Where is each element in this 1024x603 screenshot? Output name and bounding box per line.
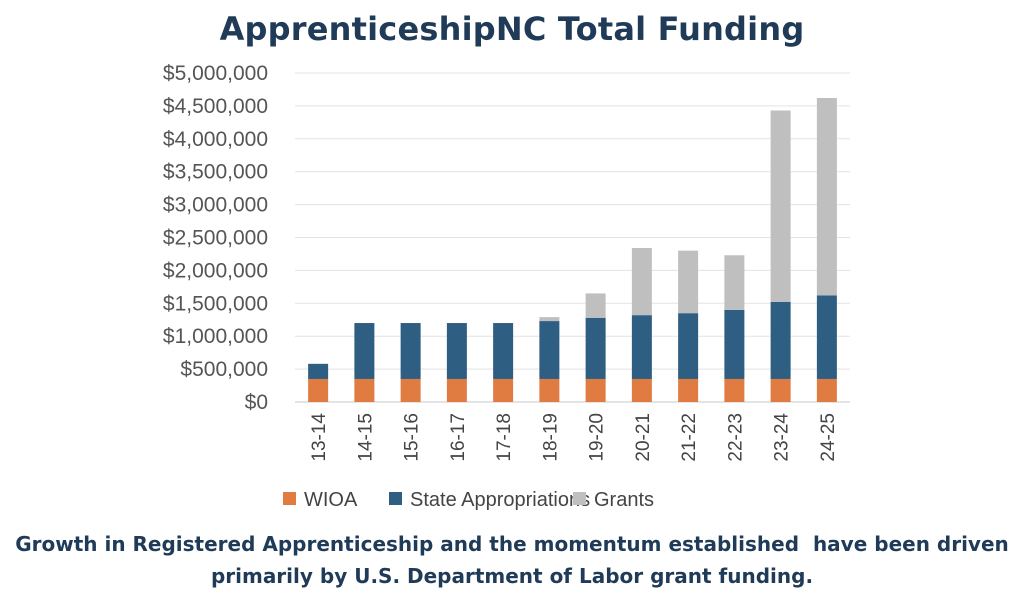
bar-wioa-15-16	[400, 378, 421, 402]
bar-state-appropriations-18-19	[539, 321, 560, 379]
bar-grants-18-19	[539, 317, 560, 322]
y-axis-ticks: $0 $500,000 $1,000,000 $1,500,000 $2,000,000…	[163, 62, 268, 414]
legend-label: State Appropriations	[410, 489, 590, 511]
bar-state-appropriations-14-15	[354, 323, 375, 379]
legend-swatch	[573, 492, 586, 505]
bar-wioa-22-23	[724, 378, 745, 402]
bar-wioa-19-20	[585, 378, 606, 402]
x-tick-label: 13-14	[309, 413, 330, 462]
bar-state-appropriations-20-21	[631, 315, 652, 379]
bar-wioa-14-15	[354, 378, 375, 402]
x-tick-label: 24-25	[818, 413, 839, 462]
y-tick-label: $0	[245, 391, 268, 414]
x-tick-label: 16-17	[448, 413, 469, 462]
bar-state-appropriations-21-22	[678, 313, 699, 379]
x-tick-label: 21-22	[679, 413, 700, 462]
y-tick-label: $1,500,000	[163, 292, 268, 315]
bar-grants-24-25	[816, 98, 837, 296]
legend-label: Grants	[594, 489, 654, 511]
bar-wioa-24-25	[816, 378, 837, 402]
x-tick-label: 18-19	[540, 413, 561, 462]
x-axis-ticks: 13-14 14-15 15-16 16-17 17-18 18-19 19-20 20-21…	[309, 413, 839, 462]
y-tick-label: $500,000	[180, 358, 268, 381]
y-tick-label: $1,000,000	[163, 325, 268, 348]
x-tick-label: 20-21	[633, 413, 654, 462]
bar-state-appropriations-17-18	[493, 323, 514, 379]
bar-grants-23-24	[770, 110, 791, 302]
bar-state-appropriations-15-16	[400, 323, 421, 379]
bar-wioa-17-18	[493, 378, 514, 402]
x-tick-label: 23-24	[772, 413, 793, 462]
bar-state-appropriations-19-20	[585, 317, 606, 379]
legend-label: WIOA	[304, 489, 358, 511]
bar-state-appropriations-22-23	[724, 309, 745, 379]
bar-wioa-18-19	[539, 378, 560, 402]
y-tick-label: $3,000,000	[163, 194, 268, 217]
caption-line-2: primarily by U.S. Department of Labor gr…	[210, 564, 814, 588]
bar-state-appropriations-23-24	[770, 301, 791, 379]
chart-title: ApprenticeshipNC Total Funding	[219, 10, 805, 48]
x-tick-label: 14-15	[355, 413, 376, 462]
y-tick-label: $2,500,000	[163, 227, 268, 250]
y-tick-label: $5,000,000	[163, 62, 268, 85]
bar-wioa-13-14	[308, 378, 329, 402]
bar-state-appropriations-13-14	[308, 363, 329, 379]
stacked-bar-chart: $0 $500,000 $1,000,000 $1,500,000 $2,000,000…	[163, 62, 850, 511]
y-tick-label: $2,000,000	[163, 259, 268, 282]
x-tick-label: 22-23	[725, 413, 746, 462]
caption: Growth in Registered Apprenticeship and …	[0, 528, 1024, 592]
x-tick-label: 19-20	[587, 413, 608, 462]
bar-state-appropriations-24-25	[816, 295, 837, 379]
legend: WIOA State Appropriations Grants	[283, 489, 654, 511]
bar-grants-20-21	[631, 248, 652, 316]
bar-wioa-21-22	[678, 378, 699, 402]
bar-wioa-23-24	[770, 378, 791, 402]
bar-state-appropriations-16-17	[446, 323, 467, 379]
x-tick-label: 15-16	[402, 413, 423, 462]
y-tick-label: $4,000,000	[163, 128, 268, 151]
bars	[308, 98, 837, 402]
bar-grants-19-20	[585, 293, 606, 318]
bar-wioa-16-17	[446, 378, 467, 402]
bar-grants-22-23	[724, 255, 745, 310]
legend-swatch	[283, 492, 296, 505]
legend-swatch	[389, 492, 402, 505]
caption-line-1: Growth in Registered Apprenticeship and …	[15, 532, 1009, 556]
bar-wioa-20-21	[631, 378, 652, 402]
y-tick-label: $3,500,000	[163, 161, 268, 184]
x-tick-label: 17-18	[494, 413, 515, 462]
bar-grants-21-22	[678, 250, 699, 314]
gridlines	[295, 72, 850, 403]
y-tick-label: $4,500,000	[163, 95, 268, 118]
